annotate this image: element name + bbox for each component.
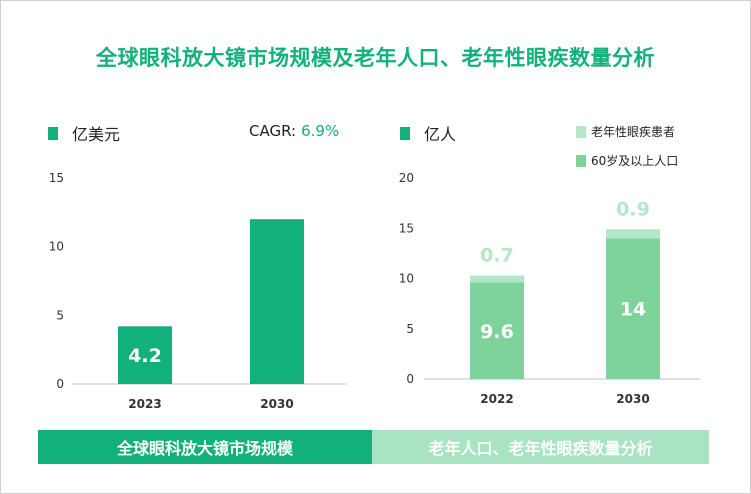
banner-left: 全球眼科放大镜市场规模	[38, 430, 372, 464]
chart-title: 全球眼科放大镜市场规模及老年人口、老年性眼疾数量分析	[96, 46, 655, 70]
right-bar-2022-series-1	[470, 275, 524, 283]
left-y-tick-0: 0	[56, 377, 64, 391]
right-bar-2022-series-0	[470, 282, 524, 379]
right-bar-label-2030-series-0: 14	[620, 299, 646, 321]
right-bar-label-2022-series-0: 9.6	[480, 321, 514, 343]
left-x-tick-0: 2023	[128, 397, 161, 411]
right-y-tick-1: 5	[406, 322, 414, 336]
legend-label-elderly: 60岁及以上人口	[591, 154, 679, 168]
cagr-text: CAGR:	[249, 122, 297, 140]
right-x-tick-0: 2022	[480, 392, 513, 406]
legend-swatch-eye-disease	[576, 125, 586, 138]
right-y-tick-0: 0	[406, 372, 414, 386]
right-y-tick-3: 15	[399, 221, 414, 235]
left-x-tick-1: 2030	[260, 397, 293, 411]
left-y-tick-2: 10	[49, 240, 64, 254]
right-unit-text: 亿人	[424, 125, 457, 144]
right-unit-label: 亿人	[400, 121, 456, 145]
cagr-value: 6.9%	[301, 122, 340, 140]
cagr-label: CAGR: 6.9%	[249, 122, 339, 140]
right-y-tick-4: 20	[399, 171, 414, 185]
left-bar-2030	[250, 219, 304, 384]
right-bar-2030-series-1	[606, 229, 660, 239]
legend-label-eye-disease: 老年性眼疾患者	[591, 125, 676, 139]
legend-item-eye-disease: 老年性眼疾患者	[576, 123, 675, 140]
legend-swatch-elderly	[576, 154, 586, 167]
banner-right: 老年人口、老年性眼疾数量分析	[372, 430, 709, 464]
left-y-tick-3: 15	[49, 171, 64, 185]
right-unit-marker	[400, 126, 410, 140]
left-unit-marker	[48, 126, 58, 140]
left-y-tick-1: 5	[56, 308, 64, 322]
right-y-tick-2: 10	[399, 272, 414, 286]
left-bar-2023	[118, 326, 172, 384]
right-bar-2030-series-0	[606, 238, 660, 379]
left-unit-label: 亿美元	[48, 121, 120, 145]
legend-item-elderly: 60岁及以上人口	[576, 152, 678, 169]
right-bar-label-2030-series-1: 0.9	[616, 198, 650, 220]
right-x-tick-1: 2030	[616, 392, 649, 406]
right-bar-label-2022-series-1: 0.7	[480, 244, 514, 266]
left-unit-text: 亿美元	[72, 125, 121, 144]
left-bar-label-2023: 4.2	[128, 345, 162, 367]
